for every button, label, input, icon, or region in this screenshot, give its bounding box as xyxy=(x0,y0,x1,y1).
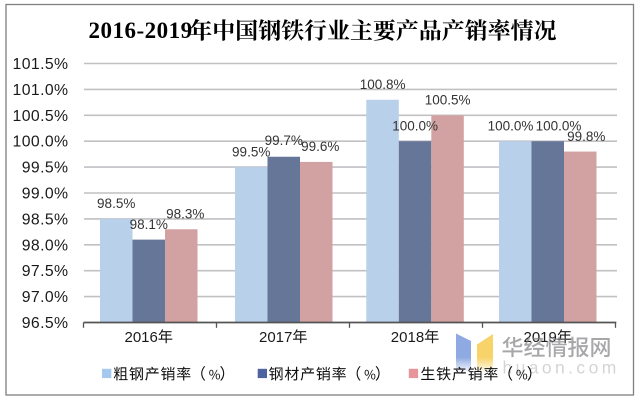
svg-text:2018: 2018 xyxy=(391,329,424,346)
svg-text:99.8%: 99.8% xyxy=(567,129,605,144)
svg-text:98.1%: 98.1% xyxy=(130,217,168,232)
svg-text:99.5%: 99.5% xyxy=(22,160,69,177)
svg-text:2016: 2016 xyxy=(125,329,158,346)
svg-text:99.0%: 99.0% xyxy=(22,186,69,203)
svg-text:99.7%: 99.7% xyxy=(265,133,303,148)
svg-text:100.0%: 100.0% xyxy=(392,118,438,133)
svg-text:98.3%: 98.3% xyxy=(166,207,204,222)
svg-text:2017: 2017 xyxy=(259,329,292,346)
svg-text:98.0%: 98.0% xyxy=(22,237,69,254)
svg-text:100.0%: 100.0% xyxy=(488,118,534,133)
svg-text:96.5%: 96.5% xyxy=(22,315,69,332)
svg-text:100.0%: 100.0% xyxy=(13,134,69,151)
svg-text:99.5%: 99.5% xyxy=(232,144,270,159)
svg-text:99.6%: 99.6% xyxy=(301,139,339,154)
svg-text:101.5%: 101.5% xyxy=(13,56,69,73)
svg-text:100.5%: 100.5% xyxy=(13,108,69,125)
svg-text:101.0%: 101.0% xyxy=(13,82,69,99)
svg-text:100.8%: 100.8% xyxy=(360,77,406,92)
svg-text:97.5%: 97.5% xyxy=(22,263,69,280)
svg-text:100.5%: 100.5% xyxy=(425,93,471,108)
svg-text:97.0%: 97.0% xyxy=(22,289,69,306)
svg-text:2016-2019: 2016-2019 xyxy=(89,18,193,43)
svg-text:2019: 2019 xyxy=(524,329,557,346)
svg-text:100.0%: 100.0% xyxy=(536,118,582,133)
svg-text:98.5%: 98.5% xyxy=(97,196,135,211)
svg-text:98.5%: 98.5% xyxy=(22,211,69,228)
